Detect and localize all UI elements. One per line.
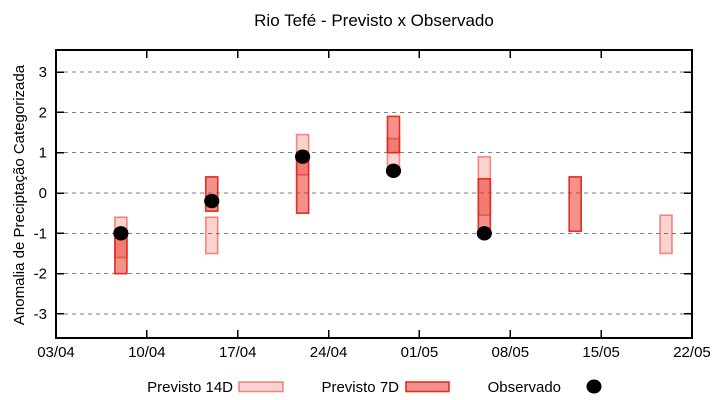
x-tick-label: 03/04 (37, 344, 75, 361)
x-tick-label: 22/05 (673, 344, 711, 361)
observado-point (204, 193, 220, 209)
legend-swatch-previsto-14d (238, 381, 284, 393)
labels-layer: 3 2 1 0 -1 -2 -3 03/04 10/04 17/04 24/04 01/05 08/05… (34, 64, 711, 361)
grid-layer (56, 71, 692, 315)
legend-label-previsto-14d: Previsto 14D (147, 379, 233, 396)
legend-label-previsto-7d: Previsto 7D (321, 379, 399, 396)
x-tick-label: 17/04 (219, 344, 257, 361)
x-tick-label: 24/04 (310, 344, 348, 361)
plot-border (55, 49, 693, 339)
y-tick-label: 0 (39, 185, 47, 202)
y-tick-label: 3 (39, 64, 47, 81)
bar-previsto-7d (295, 155, 310, 214)
y-tick-label: -1 (34, 225, 47, 242)
bar-previsto-7d (386, 115, 401, 154)
legend: Previsto 14D Previsto 7D Observado (147, 379, 602, 396)
x-tick-label: 10/04 (128, 344, 166, 361)
legend-dot-observado (586, 379, 602, 394)
x-tick-label: 15/05 (582, 344, 620, 361)
bar-previsto-14d (659, 214, 673, 255)
chart-title: Rio Tefé - Previsto x Observado (254, 11, 494, 30)
y-tick-label: 2 (39, 104, 47, 121)
legend-swatch-previsto-7d (405, 381, 450, 393)
y-axis-label: Anomalia de Preciptação Categorizada (11, 64, 28, 325)
bar-previsto-7d (568, 176, 582, 233)
observado-point (113, 226, 129, 241)
y-tick-label: 1 (39, 145, 47, 162)
y-tick-label: -2 (34, 266, 47, 283)
bar-previsto-7d (477, 178, 492, 235)
observado-point (295, 149, 311, 164)
bar-previsto-14d (204, 216, 219, 255)
axis-layer (55, 49, 693, 339)
observado-point (476, 226, 492, 241)
plot-area (113, 115, 673, 275)
legend-label-observado: Observado (488, 379, 561, 396)
observado-point (385, 163, 402, 179)
y-tick-label: -3 (34, 306, 47, 323)
x-tick-label: 08/05 (492, 344, 530, 361)
x-tick-label: 01/05 (401, 344, 439, 361)
